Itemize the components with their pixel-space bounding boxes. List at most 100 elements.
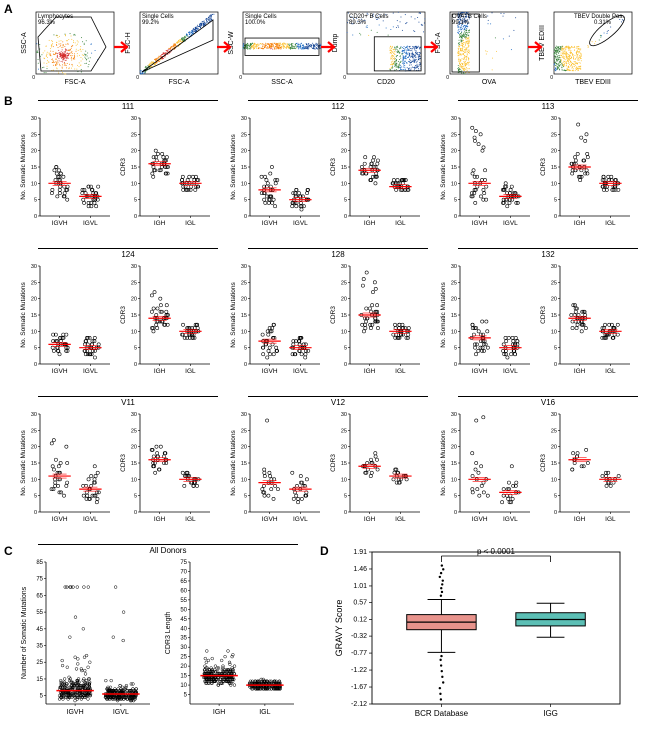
svg-text:25: 25 [31, 280, 37, 286]
donor-plot-pair: 051015202530No. Somatic MutationsIGVHIGV… [438, 260, 634, 378]
svg-text:IGH: IGH [154, 220, 166, 227]
svg-text:No. Somatic Mutations: No. Somatic Mutations [440, 282, 447, 348]
svg-text:0: 0 [446, 75, 449, 81]
svg-text:15: 15 [31, 461, 37, 467]
svg-text:55: 55 [36, 610, 43, 616]
svg-text:0: 0 [454, 214, 457, 220]
svg-text:5: 5 [34, 494, 37, 500]
svg-text:5: 5 [244, 494, 247, 500]
svg-text:20: 20 [341, 297, 347, 303]
svg-text:IGH: IGH [574, 368, 586, 375]
svg-text:20: 20 [341, 445, 347, 451]
svg-text:30: 30 [31, 264, 37, 270]
svg-text:CDR3 Length: CDR3 Length [165, 612, 172, 655]
svg-text:IGVH: IGVH [262, 516, 278, 523]
svg-text:10: 10 [451, 181, 457, 187]
svg-text:55: 55 [180, 598, 187, 604]
svg-text:CDR3: CDR3 [330, 158, 337, 176]
svg-text:15: 15 [31, 313, 37, 319]
svg-text:IGVH: IGVH [262, 368, 278, 375]
svg-text:IGVL: IGVL [293, 516, 308, 523]
svg-text:5: 5 [34, 198, 37, 204]
svg-text:30: 30 [241, 116, 247, 122]
svg-text:CDR3: CDR3 [540, 454, 547, 472]
svg-text:20: 20 [131, 297, 137, 303]
svg-text:60: 60 [180, 588, 187, 594]
panel-c: All Donors51525354555657585Number of Som… [18, 544, 308, 724]
svg-text:25: 25 [551, 132, 557, 138]
svg-text:5: 5 [40, 694, 44, 700]
donor-title: V16 [458, 396, 638, 407]
svg-text:IGL: IGL [605, 220, 616, 227]
svg-text:5: 5 [244, 198, 247, 204]
svg-text:No. Somatic Mutations: No. Somatic Mutations [230, 430, 237, 496]
svg-text:IGVH: IGVH [472, 368, 488, 375]
svg-text:96.3%: 96.3% [38, 20, 56, 26]
svg-text:25: 25 [131, 428, 137, 434]
svg-text:CDR3: CDR3 [540, 306, 547, 324]
svg-text:10: 10 [341, 329, 347, 335]
flow-plot-1: Single Cells99.2%FSC-AFSC-H0 [122, 4, 225, 89]
svg-text:IGH: IGH [154, 368, 166, 375]
svg-text:10: 10 [551, 329, 557, 335]
svg-text:0: 0 [239, 75, 242, 81]
svg-text:5: 5 [184, 693, 188, 699]
svg-text:30: 30 [341, 264, 347, 270]
svg-text:0: 0 [34, 214, 37, 220]
svg-text:5: 5 [344, 346, 347, 352]
svg-text:20: 20 [241, 297, 247, 303]
svg-text:5: 5 [134, 494, 137, 500]
svg-text:15: 15 [36, 677, 43, 683]
svg-text:65: 65 [36, 593, 43, 599]
donor-plot-pair: 051015202530No. Somatic MutationsIGVHIGV… [438, 408, 634, 526]
svg-text:IGVH: IGVH [52, 368, 68, 375]
svg-text:100.0%: 100.0% [245, 20, 266, 26]
svg-text:FSC-A: FSC-A [168, 79, 189, 86]
svg-text:5: 5 [134, 198, 137, 204]
svg-text:No. Somatic Mutations: No. Somatic Mutations [20, 282, 27, 348]
svg-text:0: 0 [34, 510, 37, 516]
svg-text:IGL: IGL [185, 368, 196, 375]
svg-text:0: 0 [550, 75, 553, 81]
svg-text:15: 15 [341, 461, 347, 467]
svg-text:0: 0 [344, 510, 347, 516]
svg-text:65: 65 [180, 579, 187, 585]
svg-text:30: 30 [451, 264, 457, 270]
svg-text:0: 0 [554, 214, 557, 220]
svg-text:10: 10 [131, 181, 137, 187]
svg-text:0: 0 [136, 75, 139, 81]
svg-text:IGH: IGH [364, 368, 376, 375]
svg-text:30: 30 [341, 412, 347, 418]
svg-text:5: 5 [554, 346, 557, 352]
donor-title: 128 [248, 248, 428, 259]
svg-text:85: 85 [36, 560, 43, 566]
donor-title: 132 [458, 248, 638, 259]
svg-text:20: 20 [241, 445, 247, 451]
donor-title: V12 [248, 396, 428, 407]
svg-text:20: 20 [131, 149, 137, 155]
svg-text:IGH: IGH [364, 516, 376, 523]
svg-text:30: 30 [131, 116, 137, 122]
panel-c-plot-pair: 51525354555657585Number of Somatic Mutat… [18, 558, 300, 720]
svg-text:15: 15 [131, 313, 137, 319]
svg-text:25: 25 [451, 132, 457, 138]
svg-text:OVA: OVA [482, 79, 497, 86]
svg-text:IGVL: IGVL [83, 220, 98, 227]
donor-title: 111 [38, 100, 218, 111]
svg-text:20: 20 [551, 149, 557, 155]
svg-text:5: 5 [554, 198, 557, 204]
svg-text:30: 30 [180, 645, 187, 651]
svg-text:25: 25 [131, 280, 137, 286]
svg-text:15: 15 [551, 461, 557, 467]
svg-text:10: 10 [341, 477, 347, 483]
svg-text:IGL: IGL [185, 220, 196, 227]
svg-text:20: 20 [451, 149, 457, 155]
svg-text:10: 10 [241, 181, 247, 187]
svg-text:20: 20 [131, 445, 137, 451]
svg-text:30: 30 [241, 264, 247, 270]
svg-text:25: 25 [31, 132, 37, 138]
donor-title: 112 [248, 100, 428, 111]
svg-text:75: 75 [36, 577, 43, 583]
svg-text:30: 30 [31, 412, 37, 418]
svg-text:10: 10 [131, 329, 137, 335]
